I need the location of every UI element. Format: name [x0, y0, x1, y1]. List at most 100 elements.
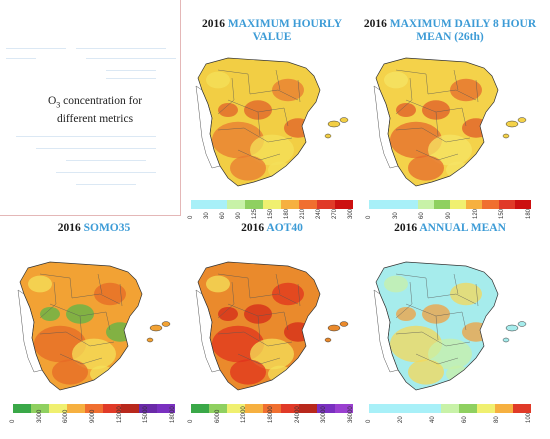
panel-max-daily-8h: 2016 MAXIMUM DAILY 8 HOUR MEAN (26th) 0 30…	[362, 18, 538, 223]
map-island	[324, 133, 332, 139]
map-island	[502, 337, 510, 343]
intro-caption: O3 concentration for different metrics	[47, 95, 143, 126]
map-region-border	[395, 69, 429, 95]
legend-color-swatch	[335, 404, 353, 413]
map-region-border	[395, 77, 413, 115]
panel-metric: MAXIMUM DAILY 8 HOUR MEAN (26th)	[389, 18, 537, 43]
legend-color-swatch	[227, 404, 245, 413]
map-concentration-patch	[450, 282, 482, 306]
map-concentration-patch	[28, 275, 52, 293]
map-concentration-patch	[66, 304, 94, 324]
panel-max-hourly: 2016 MAXIMUM HOURLY VALUE 0 30 60 90 125 150 18…	[184, 18, 360, 223]
legend-color-swatch	[281, 404, 299, 413]
legend-tick-label: 60	[462, 416, 468, 423]
panel-aot40: 2016 AOT40 0 6000 12000 18000 24000 30000 36000	[184, 222, 360, 427]
map-concentration-patch	[450, 78, 482, 102]
legend-color-swatch	[317, 404, 335, 413]
legend-tick-label: 150	[268, 208, 274, 219]
legend-color-swatch	[121, 404, 139, 413]
legend-tick-label: 150	[499, 208, 506, 219]
legend-tick-label: 30	[204, 212, 210, 219]
map-region-border	[453, 69, 459, 91]
legend-tick-label: 36000	[348, 406, 354, 423]
legend-tick-label: 6000	[214, 409, 221, 423]
ghost-text-decoration-lower	[6, 130, 176, 200]
legend-tick-label: 24000	[294, 406, 301, 423]
map-max-daily-8h	[373, 57, 527, 187]
panel-year: 2016	[57, 222, 84, 234]
legend-color-swatch	[498, 200, 515, 209]
map-concentration-patch	[272, 78, 304, 102]
map-region-border	[297, 283, 301, 307]
legend-tick-label: 0	[366, 419, 372, 423]
legend-color-swatch	[401, 200, 418, 209]
map-region-border	[257, 111, 261, 137]
map-island	[505, 120, 519, 128]
legend-tick-label: 40	[430, 416, 436, 423]
map-region-border	[105, 311, 111, 331]
legend-tick-label: 80	[494, 416, 500, 423]
map-coastline	[197, 57, 321, 187]
legend-tick-label: 0	[188, 419, 194, 423]
map-concentration-patch	[52, 359, 88, 385]
legend-color-swatch	[139, 404, 157, 413]
legend-color-swatch	[157, 404, 175, 413]
legend-color-swatch	[317, 200, 335, 209]
map-concentration-patch	[106, 322, 134, 342]
map-region-border	[283, 311, 289, 331]
legend-ticks: 0 20 40 60 80 100	[366, 413, 532, 439]
legend-color-swatch	[477, 404, 495, 413]
map-region-border	[415, 149, 459, 161]
legend-tick-label: 300	[348, 208, 354, 219]
map-annual-mean	[373, 261, 527, 391]
legend-tick-label: 180	[284, 208, 290, 219]
map-concentration-patch	[250, 134, 294, 166]
map-island	[517, 321, 527, 327]
legend-color-swatch	[263, 200, 281, 209]
map-concentration-patch	[396, 307, 416, 321]
legend-tick-label: 12000	[116, 406, 123, 423]
map-concentration-patch	[284, 322, 312, 342]
map-region-border	[435, 315, 439, 341]
legend-tick-label: 125	[252, 208, 258, 219]
panel-title: 2016 AOT40	[184, 222, 360, 235]
map-region-border	[475, 79, 479, 103]
legend-color-swatch	[513, 404, 531, 413]
legend-tick-label: 60	[419, 212, 426, 219]
panel-title: 2016 SOMO35	[6, 222, 182, 235]
legend-colorbar	[369, 200, 532, 209]
map-concentration-patch	[206, 71, 230, 89]
legend-tick-label: 120	[472, 208, 479, 219]
legend-tick-label: 240	[316, 208, 322, 219]
legend-tick-label: 6000	[63, 409, 70, 423]
legend-tick-label: 18000	[268, 406, 274, 423]
map-region-border	[275, 273, 281, 295]
map-concentration-patch	[462, 118, 490, 138]
legend-color-swatch	[191, 404, 209, 413]
panel-somo35: 2016 SOMO35 0 3000 6000 9000 12000 15000 18000	[6, 222, 182, 427]
legend-colorbar	[191, 404, 353, 413]
ghost-text-decoration	[6, 40, 176, 100]
map-concentration-patch	[206, 275, 230, 293]
legend-tick-label: 20	[398, 416, 404, 423]
map-coastline	[375, 261, 499, 391]
map-concentration-patch	[408, 155, 444, 181]
map-region-border	[461, 107, 467, 127]
map-region-border	[217, 127, 293, 143]
legend-tick-label: 60	[220, 212, 226, 219]
map-region-border	[395, 331, 471, 347]
legend-tick-label: 270	[332, 208, 338, 219]
legend-color-swatch	[369, 200, 386, 209]
legend-tick-label: 90	[446, 212, 452, 219]
map-island	[339, 117, 349, 123]
legend-color-swatch	[450, 200, 467, 209]
legend-colorbar	[369, 404, 531, 413]
map-concentration-patch	[244, 304, 272, 324]
map-region-border	[217, 331, 293, 347]
map-island	[161, 321, 171, 327]
legend-color-swatch	[263, 404, 281, 413]
legend-color-swatch	[13, 404, 31, 413]
map-region-border	[39, 331, 115, 347]
map-region-border	[79, 315, 83, 341]
map-region-border	[453, 273, 459, 295]
